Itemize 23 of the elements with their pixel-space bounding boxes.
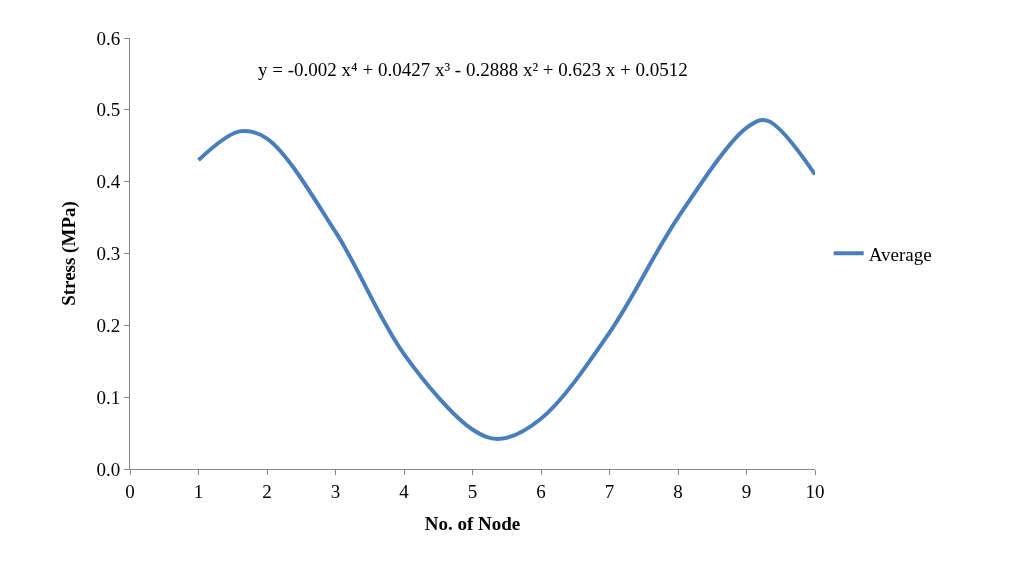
x-tick-label: 5 xyxy=(467,480,478,502)
y-tick-label: 0.2 xyxy=(96,314,121,336)
x-tick-label: 7 xyxy=(604,480,615,502)
y-tick-label: 0.4 xyxy=(96,171,121,193)
x-tick-label: 6 xyxy=(536,480,546,502)
annotation: y = -0.002 x⁴ + 0.0427 x³ - 0.2888 x² + 0.623 x + 0.0512 xyxy=(258,59,688,80)
x-tick-label: 2 xyxy=(262,480,272,502)
x-tick-label: 10 xyxy=(805,480,825,502)
x-tick-label: 8 xyxy=(673,480,683,502)
y-axis-title: Stress (MPa) xyxy=(58,201,81,306)
y-tick-label: 0.6 xyxy=(96,27,121,49)
x-axis-title: No. of Node xyxy=(424,512,521,534)
y-tick-label: 0.1 xyxy=(96,386,121,408)
y-tick-label: 0.3 xyxy=(96,243,121,265)
y-tick-label: 0.5 xyxy=(96,99,121,121)
x-tick-label: 9 xyxy=(741,480,752,502)
x-tick-label: 1 xyxy=(193,480,204,502)
line-series xyxy=(196,118,815,441)
y-tick-label: 0.0 xyxy=(96,458,121,480)
x-tick-label: 0 xyxy=(125,480,135,502)
legend-label: Average xyxy=(868,243,932,265)
x-tick-label: 3 xyxy=(330,480,341,502)
x-tick-label: 4 xyxy=(399,480,410,502)
